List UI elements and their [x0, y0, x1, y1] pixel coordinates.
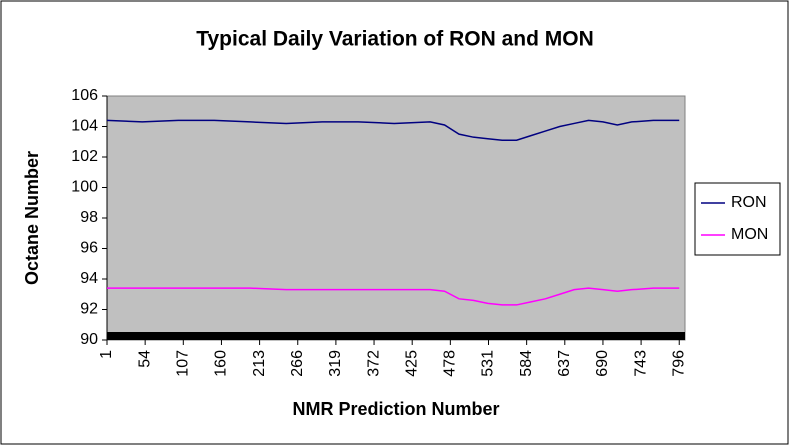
x-axis-title: NMR Prediction Number	[292, 399, 499, 419]
x-tick-label: 107	[175, 350, 192, 377]
x-tick-label: 531	[480, 350, 497, 377]
chart-title: Typical Daily Variation of RON and MON	[196, 28, 594, 51]
y-tick-label: 98	[80, 209, 98, 226]
x-tick-label: 160	[213, 350, 230, 377]
x-tick-label: 319	[327, 350, 344, 377]
x-tick-label: 54	[136, 350, 153, 368]
legend-label: RON	[731, 194, 767, 211]
y-tick-label: 92	[80, 301, 98, 318]
x-tick-label: 1	[98, 350, 115, 359]
y-tick-label: 102	[71, 148, 98, 165]
series-line	[107, 287, 680, 306]
x-tick-label: 584	[518, 350, 535, 377]
y-tick-label: 90	[80, 331, 98, 348]
legend-box	[694, 182, 781, 256]
y-tick-label: 100	[71, 179, 98, 196]
x-tick-label: 266	[289, 350, 306, 377]
x-tick-label: 478	[442, 350, 459, 377]
plot-area	[106, 95, 686, 341]
y-axis-title: Octane Number	[22, 151, 42, 285]
x-tick-label: 213	[251, 350, 268, 377]
x-axis	[107, 332, 685, 340]
x-tick-label: 743	[632, 350, 649, 377]
y-tick-label: 104	[71, 118, 98, 135]
series-line	[106, 119, 680, 141]
x-tick-label: 372	[365, 350, 382, 377]
y-tick-label: 96	[80, 240, 98, 257]
x-tick-label: 690	[594, 350, 611, 377]
x-tick-label: 796	[670, 350, 687, 377]
y-tick-label: 106	[71, 87, 98, 104]
y-tick-label: 94	[80, 270, 98, 287]
x-tick-label: 425	[403, 350, 420, 377]
legend-label: MON	[731, 226, 768, 243]
x-tick-label: 637	[556, 350, 573, 377]
